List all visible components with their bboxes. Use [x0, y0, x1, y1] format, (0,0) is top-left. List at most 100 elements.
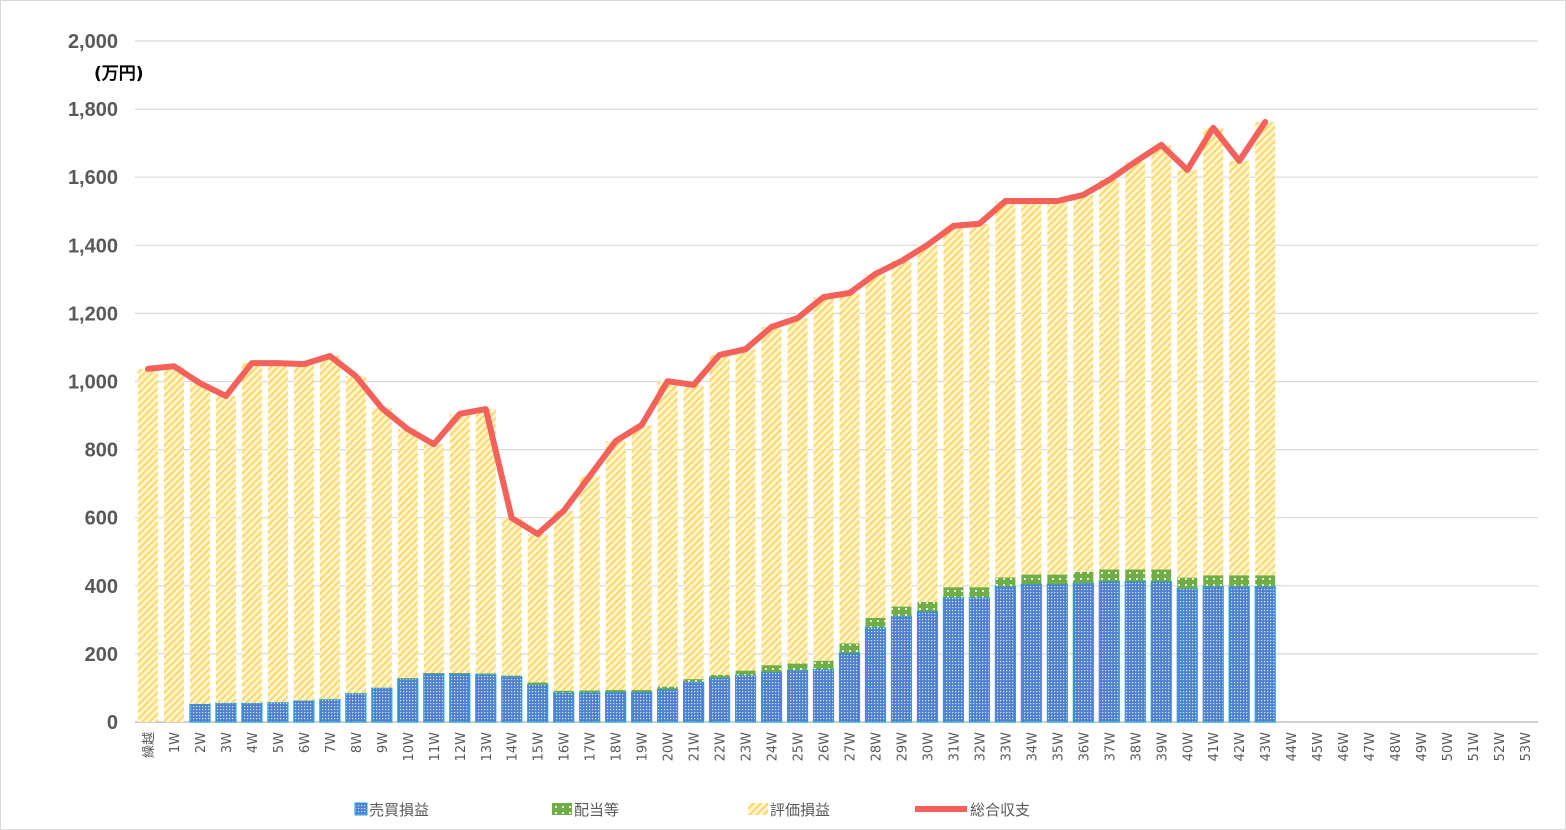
bar-評価損益	[1203, 127, 1224, 576]
bar-売買損益	[864, 626, 887, 723]
y-tick-label: 1,600	[68, 167, 118, 189]
x-tick-label: 43W	[1259, 732, 1274, 762]
x-tick-label: 50W	[1441, 732, 1456, 762]
bar-配当等	[1255, 575, 1276, 587]
bar-評価損益	[319, 355, 340, 700]
bar-配当等	[891, 606, 912, 617]
x-tick-label: 45W	[1311, 732, 1326, 762]
bar-売買損益	[319, 698, 341, 723]
bar-評価損益	[371, 408, 392, 688]
bar-売買損益	[527, 683, 549, 723]
bar-評価損益	[1073, 194, 1094, 572]
bar-配当等	[1125, 569, 1146, 582]
bar-配当等	[631, 689, 652, 693]
x-tick-label: 32W	[973, 732, 988, 762]
x-tick-label: 25W	[792, 732, 807, 762]
bar-売買損益	[1150, 580, 1172, 723]
bar-売買損益	[631, 691, 653, 723]
legend-swatch	[748, 803, 768, 815]
bar-売買損益	[968, 596, 990, 723]
bar-売買損益	[734, 674, 757, 723]
bar-評価損益	[631, 425, 652, 690]
bar-配当等	[943, 587, 964, 598]
x-tick-label: 8W	[350, 732, 365, 753]
x-tick-label: 44W	[1285, 732, 1300, 762]
y-tick-label: 1,000	[68, 372, 118, 394]
y-tick-label: 2,000	[68, 31, 118, 53]
bar-売買損益	[708, 677, 731, 723]
legend-label: 総合収支	[970, 801, 1030, 819]
x-tick-label: 40W	[1181, 732, 1196, 762]
bar-売買損益	[1046, 583, 1068, 723]
bar-評価損益	[397, 429, 418, 679]
x-tick-label: 7W	[324, 732, 339, 753]
x-tick-label: 52W	[1493, 732, 1508, 762]
bar-売買損益	[267, 701, 289, 723]
bar-売買損益	[657, 688, 679, 723]
bar-売買損益	[189, 703, 211, 723]
x-tick-label: 2W	[194, 732, 209, 753]
legend-swatch	[354, 802, 368, 816]
x-tick-label: 38W	[1129, 732, 1144, 762]
x-tick-label: 49W	[1415, 732, 1430, 762]
x-tick-label: 53W	[1519, 732, 1534, 762]
x-tick-label: 41W	[1207, 732, 1222, 762]
x-tick-label: 15W	[532, 732, 547, 762]
bar-評価損益	[787, 318, 808, 664]
bar-評価損益	[267, 363, 288, 703]
x-tick-label: 36W	[1077, 732, 1092, 762]
x-tick-label: 6W	[298, 732, 313, 753]
bar-売買損益	[838, 652, 861, 723]
bar-配当等	[1229, 575, 1250, 587]
bar-配当等	[1021, 574, 1042, 585]
y-tick-label: 400	[85, 576, 118, 598]
y-tick-label: 1,800	[68, 99, 118, 121]
bar-売買損益	[812, 668, 835, 723]
x-tick-label: 4W	[246, 732, 261, 753]
bar-評価損益	[293, 364, 314, 701]
x-tick-label: 26W	[818, 732, 833, 762]
bar-売買損益	[579, 691, 601, 723]
bar-売買損益	[1124, 580, 1146, 723]
x-tick-label: 13W	[480, 732, 495, 762]
bar-売買損益	[994, 585, 1016, 723]
bar-配当等	[683, 679, 704, 682]
legend-label: 売買損益	[369, 801, 429, 819]
bar-配当等	[423, 672, 444, 674]
x-tick-label: 29W	[895, 732, 910, 762]
x-tick-label: 3W	[220, 732, 235, 753]
y-tick-label: 200	[85, 644, 118, 666]
bar-評価損益	[501, 518, 522, 676]
bar-配当等	[761, 665, 782, 672]
bar-評価損益	[579, 476, 600, 691]
bar-評価損益	[553, 510, 574, 691]
legend-label: 評価損益	[770, 801, 830, 819]
x-tick-label: 18W	[610, 732, 625, 762]
bar-売買損益	[215, 702, 237, 723]
x-tick-label: 46W	[1337, 732, 1352, 762]
bar-評価損益	[813, 297, 834, 661]
x-tick-label: 14W	[506, 732, 521, 762]
bar-配当等	[1047, 574, 1068, 585]
y-tick-label: 800	[85, 440, 118, 462]
bar-売買損益	[449, 673, 471, 723]
bar-配当等	[1099, 569, 1120, 582]
bar-配当等	[475, 673, 496, 675]
x-tick-label: 35W	[1051, 732, 1066, 762]
bar-評価損益	[1021, 201, 1042, 575]
bar-評価損益	[839, 292, 860, 644]
x-tick-label: 9W	[376, 732, 391, 753]
x-tick-label: 28W	[869, 732, 884, 762]
bar-評価損益	[891, 260, 912, 607]
bar-配当等	[709, 675, 730, 678]
bar-売買損益	[1202, 585, 1224, 723]
x-tick-label: 34W	[1025, 732, 1040, 762]
bar-売買損益	[371, 687, 393, 723]
bar-評価損益	[189, 383, 210, 704]
x-tick-label: 37W	[1103, 732, 1118, 762]
bar-売買損益	[553, 692, 575, 723]
bar-配当等	[1151, 569, 1172, 582]
bar-配当等	[839, 643, 860, 653]
bar-配当等	[397, 678, 418, 679]
